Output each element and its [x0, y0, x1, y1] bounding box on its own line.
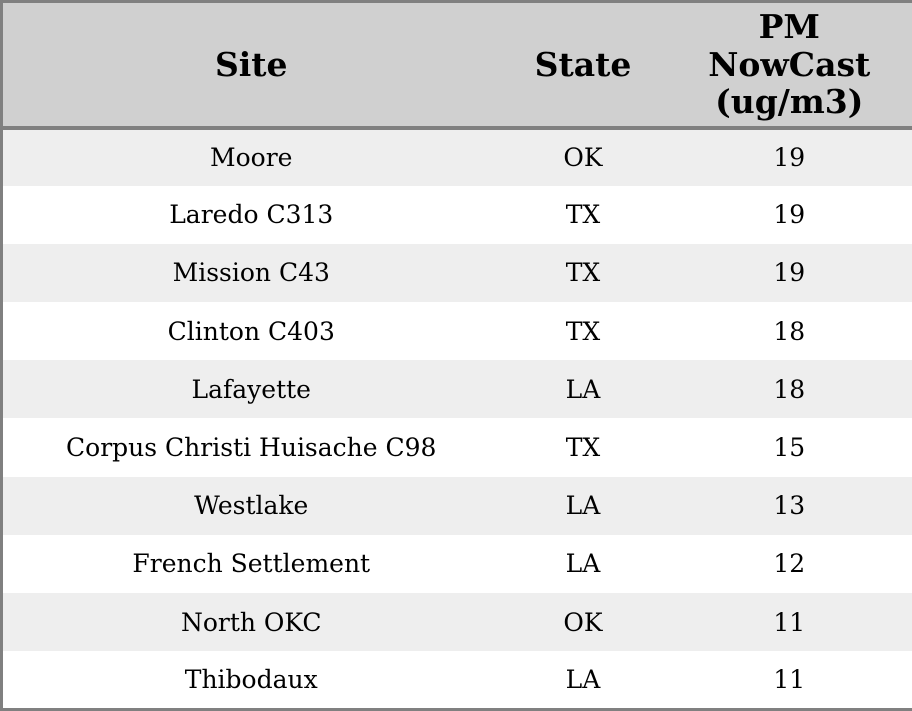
table-row: North OKC OK 11 [1, 593, 912, 652]
cell-state: TX [565, 258, 601, 288]
cell-state: LA [565, 374, 601, 404]
table-row: Mission C43 TX 19 [1, 243, 912, 303]
cell-state: TX [565, 433, 601, 463]
cell-site: Clinton C403 [167, 316, 335, 346]
column-header-pm-nowcast: PM NowCast (ug/m3) [666, 1, 912, 130]
cell-state: LA [565, 549, 601, 579]
cell-state: OK [563, 607, 603, 637]
cell-site: Thibodaux [184, 665, 318, 695]
table-row: Moore OK 19 [1, 127, 912, 186]
cell-pm: 11 [773, 607, 806, 637]
column-header-site: Site [1, 1, 500, 130]
table-row: Lafayette LA 18 [1, 360, 912, 419]
column-header-state: State [499, 1, 667, 130]
cell-site: Westlake [194, 491, 309, 521]
cell-pm: 15 [773, 433, 806, 463]
cell-state: TX [565, 200, 601, 230]
cell-pm: 11 [773, 665, 806, 695]
cell-pm: 19 [773, 258, 806, 288]
cell-site: Mission C43 [172, 258, 330, 288]
table-row: Westlake LA 13 [1, 476, 912, 535]
cell-pm: 13 [773, 491, 806, 521]
cell-state: LA [565, 491, 601, 521]
table-row: Laredo C313 TX 19 [1, 185, 912, 244]
cell-site: North OKC [180, 607, 322, 637]
cell-pm: 12 [773, 549, 806, 579]
table-body: Moore OK 19 Laredo C313 TX 19 Mission C4… [1, 127, 912, 710]
cell-site: Moore [210, 143, 293, 173]
cell-pm: 19 [773, 143, 806, 173]
cell-site: Lafayette [191, 374, 311, 404]
cell-state: OK [563, 143, 603, 173]
cell-state: TX [565, 316, 601, 346]
table-row: Clinton C403 TX 18 [1, 302, 912, 361]
table-row: French Settlement LA 12 [1, 534, 912, 593]
cell-state: LA [565, 665, 601, 695]
cell-site: French Settlement [132, 549, 371, 579]
table-header: Site State PM NowCast (ug/m3) [1, 1, 912, 130]
cell-pm: 18 [773, 374, 806, 404]
table-row: Thibodaux LA 11 [1, 651, 912, 710]
cell-pm: 19 [773, 200, 806, 230]
cell-site: Corpus Christi Huisache C98 [66, 433, 437, 463]
header-row: Site State PM NowCast (ug/m3) [1, 1, 912, 130]
cell-pm: 18 [773, 316, 806, 346]
cell-site: Laredo C313 [169, 200, 334, 230]
table-row: Corpus Christi Huisache C98 TX 15 [1, 418, 912, 477]
